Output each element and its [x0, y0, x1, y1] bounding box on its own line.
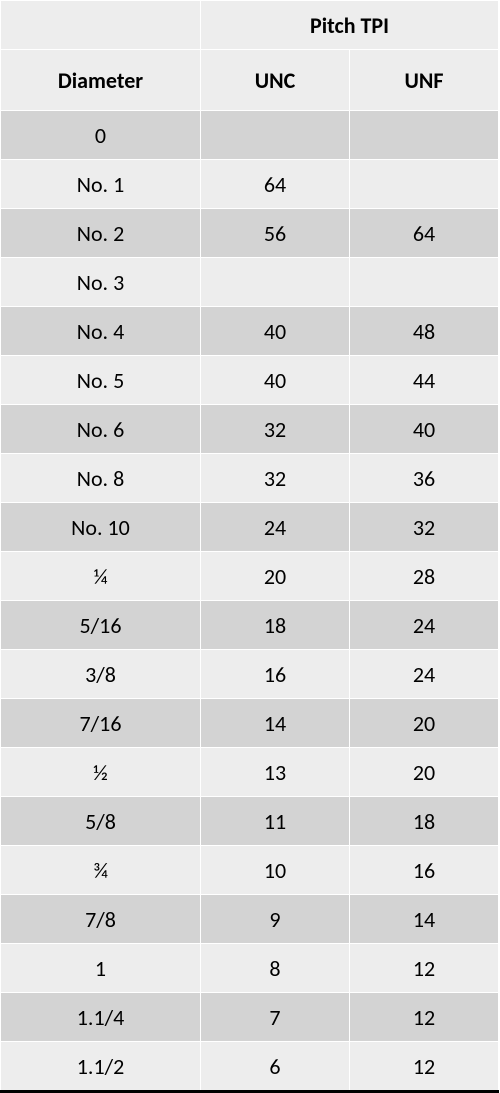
cell-unc: 32 — [201, 454, 350, 503]
cell-unc: 8 — [201, 944, 350, 993]
cell-diameter: 0 — [1, 111, 201, 160]
cell-diameter: 3/8 — [1, 650, 201, 699]
table-row: No. 25664 — [1, 209, 499, 258]
table-row: 1.1/4712 — [1, 993, 499, 1042]
cell-diameter: No. 5 — [1, 356, 201, 405]
cell-unf: 44 — [350, 356, 499, 405]
cell-diameter: 7/16 — [1, 699, 201, 748]
header-blank-corner — [1, 1, 201, 50]
cell-unc: 40 — [201, 356, 350, 405]
table-row: 5/161824 — [1, 601, 499, 650]
cell-unf: 28 — [350, 552, 499, 601]
table-row: ½1320 — [1, 748, 499, 797]
cell-unf: 48 — [350, 307, 499, 356]
cell-diameter: No. 10 — [1, 503, 201, 552]
cell-unf: 14 — [350, 895, 499, 944]
cell-diameter: 1.1/2 — [1, 1042, 201, 1092]
cell-unf: 20 — [350, 699, 499, 748]
cell-diameter: 5/16 — [1, 601, 201, 650]
table-row: 1.1/2612 — [1, 1042, 499, 1092]
cell-diameter: ½ — [1, 748, 201, 797]
table-row: 0 — [1, 111, 499, 160]
cell-unc — [201, 111, 350, 160]
cell-unc: 13 — [201, 748, 350, 797]
table-row: No. 54044 — [1, 356, 499, 405]
cell-unc: 24 — [201, 503, 350, 552]
cell-unf — [350, 160, 499, 209]
cell-unf: 20 — [350, 748, 499, 797]
cell-unc — [201, 258, 350, 307]
cell-diameter: 5/8 — [1, 797, 201, 846]
cell-unf: 64 — [350, 209, 499, 258]
cell-unc: 64 — [201, 160, 350, 209]
cell-unc: 11 — [201, 797, 350, 846]
table-row: No. 102432 — [1, 503, 499, 552]
cell-diameter: No. 3 — [1, 258, 201, 307]
cell-diameter: No. 4 — [1, 307, 201, 356]
cell-unc: 18 — [201, 601, 350, 650]
table-row: No. 63240 — [1, 405, 499, 454]
table-row: 3/81624 — [1, 650, 499, 699]
header-diameter: Diameter — [1, 50, 201, 111]
cell-unc: 6 — [201, 1042, 350, 1092]
table-row: 7/161420 — [1, 699, 499, 748]
cell-unf: 12 — [350, 944, 499, 993]
table-row: No. 44048 — [1, 307, 499, 356]
cell-unf: 16 — [350, 846, 499, 895]
thread-pitch-table: Pitch TPI Diameter UNC UNF 0No. 164No. 2… — [0, 0, 499, 1093]
cell-unc: 7 — [201, 993, 350, 1042]
cell-unf: 12 — [350, 993, 499, 1042]
cell-diameter: 1.1/4 — [1, 993, 201, 1042]
header-pitch-group: Pitch TPI — [201, 1, 499, 50]
table-row: ¾1016 — [1, 846, 499, 895]
table-body: 0No. 164No. 25664No. 3No. 44048No. 54044… — [1, 111, 499, 1092]
header-unc: UNC — [201, 50, 350, 111]
cell-unf: 36 — [350, 454, 499, 503]
table-row: ¼2028 — [1, 552, 499, 601]
cell-diameter: ¾ — [1, 846, 201, 895]
cell-unc: 9 — [201, 895, 350, 944]
cell-unc: 14 — [201, 699, 350, 748]
table-row: No. 164 — [1, 160, 499, 209]
table-header: Pitch TPI Diameter UNC UNF — [1, 1, 499, 111]
cell-diameter: ¼ — [1, 552, 201, 601]
cell-unc: 32 — [201, 405, 350, 454]
cell-unc: 10 — [201, 846, 350, 895]
cell-unf: 24 — [350, 601, 499, 650]
cell-unc: 16 — [201, 650, 350, 699]
cell-unc: 40 — [201, 307, 350, 356]
cell-diameter: No. 6 — [1, 405, 201, 454]
cell-unc: 56 — [201, 209, 350, 258]
cell-unf: 12 — [350, 1042, 499, 1092]
cell-unf: 32 — [350, 503, 499, 552]
cell-diameter: No. 8 — [1, 454, 201, 503]
table-row: No. 83236 — [1, 454, 499, 503]
cell-diameter: No. 2 — [1, 209, 201, 258]
table-row: 7/8914 — [1, 895, 499, 944]
cell-diameter: 7/8 — [1, 895, 201, 944]
cell-diameter: 1 — [1, 944, 201, 993]
cell-unf — [350, 258, 499, 307]
cell-unf: 18 — [350, 797, 499, 846]
table-row: 5/81118 — [1, 797, 499, 846]
table-row: 1812 — [1, 944, 499, 993]
header-unf: UNF — [350, 50, 499, 111]
cell-unc: 20 — [201, 552, 350, 601]
table-row: No. 3 — [1, 258, 499, 307]
cell-diameter: No. 1 — [1, 160, 201, 209]
cell-unf: 24 — [350, 650, 499, 699]
cell-unf: 40 — [350, 405, 499, 454]
cell-unf — [350, 111, 499, 160]
